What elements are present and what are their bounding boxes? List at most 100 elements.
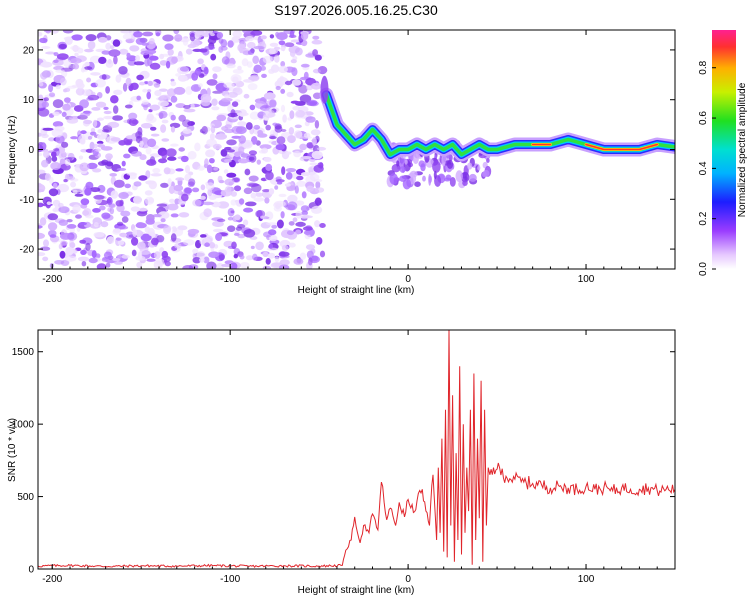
noise-blob: [163, 167, 171, 175]
noise-blob: [52, 99, 64, 109]
noise-blob: [130, 82, 139, 91]
y-tick-label: 0: [28, 145, 34, 156]
noise-blob: [227, 207, 235, 217]
noise-blob: [155, 32, 161, 37]
noise-blob: [263, 92, 276, 100]
noise-blob: [296, 175, 304, 181]
noise-blob: [244, 168, 251, 176]
noise-blob: [126, 172, 138, 176]
noise-blob: [208, 251, 220, 259]
noise-blob: [276, 136, 286, 145]
noise-blob: [144, 190, 153, 196]
noise-blob: [40, 71, 48, 80]
noise-blob: [164, 261, 171, 267]
noise-blob: [200, 234, 207, 238]
noise-blob: [264, 197, 270, 204]
noise-blob: [65, 36, 73, 45]
noise-blob: [284, 183, 291, 187]
noise-blob: [282, 114, 287, 123]
noise-blob: [88, 257, 98, 264]
noise-blob: [167, 178, 172, 187]
noise-blob: [280, 61, 286, 67]
y-tick-label: 1500: [12, 347, 35, 358]
noise-blob: [140, 50, 150, 56]
noise-blob: [161, 119, 169, 124]
noise-blob: [248, 156, 255, 161]
noise-blob: [237, 121, 247, 127]
noise-blob: [315, 181, 321, 189]
noise-blob: [118, 140, 127, 146]
noise-blob: [85, 242, 91, 251]
noise-blob: [135, 222, 147, 229]
noise-blob: [124, 183, 131, 189]
noise-blob: [223, 169, 229, 174]
noise-blob: [72, 44, 79, 53]
noise-blob: [287, 194, 298, 203]
noise-blob: [38, 82, 44, 87]
noise-blob: [308, 257, 313, 266]
noise-blob: [38, 144, 44, 153]
noise-blob: [245, 122, 253, 130]
noise-blob: [252, 55, 260, 64]
noise-blob: [265, 163, 273, 171]
noise-blob: [101, 50, 111, 55]
noise-blob: [229, 262, 238, 269]
noise-blob: [144, 196, 155, 205]
noise-blob: [204, 45, 216, 51]
noise-blob: [309, 162, 318, 166]
disturbance-blob: [467, 162, 473, 170]
noise-blob: [43, 150, 50, 158]
noise-blob: [93, 222, 99, 228]
noise-blob: [104, 160, 114, 170]
noise-blob: [161, 138, 170, 142]
noise-blob: [314, 54, 322, 61]
noise-blob: [253, 45, 265, 50]
noise-blob: [211, 98, 218, 106]
noise-blob: [226, 172, 237, 178]
noise-blob: [182, 265, 194, 269]
noise-blob: [227, 216, 233, 221]
noise-blob: [106, 236, 115, 244]
noise-blob: [110, 137, 121, 142]
noise-blob: [296, 180, 307, 187]
noise-blob: [167, 203, 179, 211]
noise-blob: [169, 198, 175, 203]
noise-blob: [96, 134, 106, 140]
noise-blob: [149, 37, 155, 45]
noise-blob: [263, 109, 275, 119]
noise-blob: [183, 239, 195, 246]
noise-blob: [300, 156, 312, 160]
noise-blob: [311, 205, 323, 214]
noise-blob: [95, 78, 106, 88]
noise-blob: [238, 135, 246, 144]
noise-blob: [182, 38, 189, 46]
noise-blob: [230, 191, 237, 197]
noise-blob: [78, 155, 84, 160]
noise-blob: [42, 127, 54, 131]
noise-blob: [119, 232, 127, 237]
noise-blob: [207, 30, 214, 34]
noise-blob: [133, 61, 145, 66]
noise-blob: [82, 210, 90, 216]
noise-blob: [41, 46, 51, 49]
noise-blob: [312, 35, 320, 40]
noise-blob: [299, 252, 307, 260]
noise-blob: [212, 220, 224, 227]
x-tick-label: -200: [42, 574, 62, 585]
noise-blob: [69, 242, 76, 249]
noise-blob: [150, 126, 157, 131]
disturbance-blob: [462, 180, 468, 187]
noise-blob: [48, 137, 56, 142]
noise-blob: [185, 164, 190, 174]
noise-blob: [306, 142, 314, 149]
noise-blob: [261, 147, 268, 154]
noise-blob: [125, 77, 132, 87]
noise-blob: [198, 83, 203, 88]
noise-blob: [289, 30, 295, 38]
noise-blob: [205, 149, 216, 158]
disturbance-blob: [486, 158, 490, 163]
disturbance-blob: [433, 170, 437, 180]
noise-blob: [203, 66, 209, 75]
noise-blob: [78, 134, 86, 144]
noise-blob: [179, 66, 189, 72]
